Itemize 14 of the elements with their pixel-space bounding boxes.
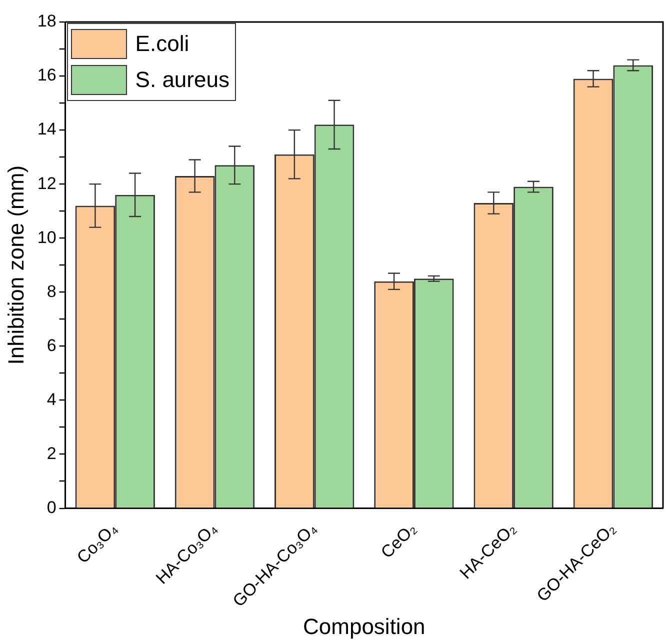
y-tick-label: 18 bbox=[37, 12, 56, 31]
legend-label: E.coli bbox=[135, 31, 190, 57]
y-tick-label: 16 bbox=[37, 66, 56, 85]
y-tick-label: 12 bbox=[37, 174, 56, 193]
y-axis-title: Inhibition zone (mm) bbox=[3, 165, 28, 365]
y-tick-label: 6 bbox=[46, 336, 56, 355]
y-tick-label: 10 bbox=[37, 228, 56, 247]
y-tick-label: 4 bbox=[46, 390, 56, 409]
legend-label: S. aureus bbox=[135, 67, 230, 93]
x-axis-title: Composition bbox=[303, 614, 426, 639]
y-tick-label: 8 bbox=[46, 282, 56, 301]
y-tick-label: 14 bbox=[37, 120, 56, 139]
y-tick-label: 2 bbox=[46, 444, 56, 463]
y-tick-label: 0 bbox=[46, 498, 56, 517]
